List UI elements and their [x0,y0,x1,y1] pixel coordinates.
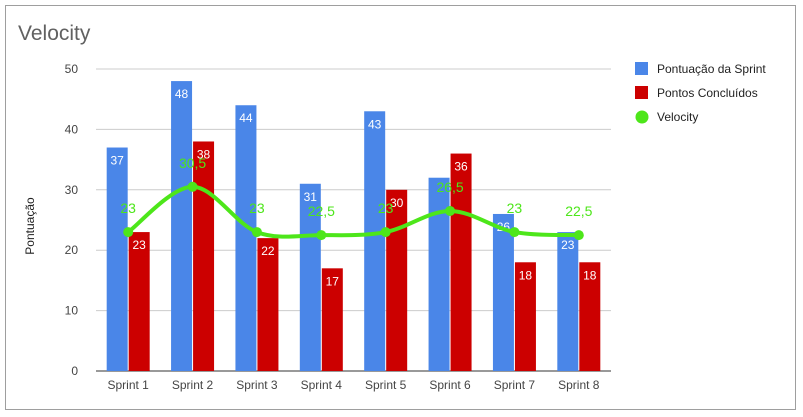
y-tick-label: 40 [65,122,79,136]
bar-data-label: 31 [304,190,318,204]
velocity-data-label: 23 [249,200,265,216]
x-tick-label: Sprint 6 [429,378,471,392]
velocity-point [123,227,134,238]
y-tick-label: 50 [65,62,79,76]
velocity-line-group: 23 30,5 23 22,5 23 26,5 23 22,5 [120,155,593,241]
x-tick-label: Sprint 8 [558,378,600,392]
velocity-point [573,230,584,241]
y-tick-label: 30 [65,183,79,197]
bar-data-label: 38 [197,147,211,161]
x-tick-label: Sprint 3 [236,378,278,392]
bars [106,81,601,372]
bar [386,189,408,371]
bar [299,183,321,371]
bar-data-label: 30 [390,196,404,210]
bar [450,153,472,371]
x-tick-label: Sprint 2 [172,378,214,392]
legend-swatch-3 [635,110,649,124]
velocity-data-label: 23 [120,200,136,216]
y-tick-label: 20 [65,243,79,257]
bar [557,232,579,371]
x-tick-label: Sprint 4 [301,378,343,392]
bar-data-label: 17 [326,274,340,288]
bar [193,141,215,371]
y-tick-labels: 0 10 20 30 40 50 [65,62,79,378]
velocity-point [445,205,456,216]
bar-data-label: 23 [561,238,575,252]
x-tick-label: Sprint 7 [494,378,536,392]
x-tick-label: Sprint 5 [365,378,407,392]
x-tick-labels: Sprint 1 Sprint 2 Sprint 3 Sprint 4 Sprint 5… [108,378,600,392]
bar-data-label: 43 [368,117,382,131]
velocity-point [187,181,198,192]
bar [364,111,386,371]
bar [257,238,279,371]
x-tick-label: Sprint 1 [108,378,150,392]
velocity-data-label: 23 [378,200,394,216]
velocity-data-label: 22,5 [565,203,592,219]
velocity-data-label: 23 [507,200,523,216]
velocity-point [251,227,262,238]
bar-data-label: 48 [175,87,189,101]
bar [235,105,257,372]
velocity-data-label: 26,5 [436,179,463,195]
legend[interactable]: Pontuação da Sprint Pontos Concluídos Velo… [635,62,766,124]
legend-label-3: Velocity [657,110,698,124]
bar-data-label: 18 [583,268,597,282]
velocity-point [509,227,520,238]
bar-data-label: 37 [111,154,125,168]
legend-label-1: Pontuação da Sprint [657,62,766,76]
bar [492,213,514,371]
bar-data-label: 36 [454,160,468,174]
bar [579,262,601,371]
legend-swatch-1 [635,62,648,75]
bar [428,177,450,371]
bar-data-label: 23 [133,238,147,252]
bar-data-label: 44 [239,111,253,125]
bar [171,81,193,371]
legend-label-2: Pontos Concluídos [657,86,758,100]
velocity-data-label: 30,5 [179,155,206,171]
bar [321,268,343,371]
legend-swatch-2 [635,86,648,99]
velocity-data-label: 22,5 [308,203,335,219]
y-axis-label: Pontuação [23,197,37,255]
y-tick-label: 10 [65,304,79,318]
chart-title: Velocity [18,22,91,45]
velocity-point [316,230,327,241]
bar [128,232,150,371]
bar [514,262,536,371]
velocity-point [380,227,391,238]
bar-data-label: 18 [519,268,533,282]
y-tick-label: 0 [71,364,78,378]
bar [106,147,128,371]
bar-data-label: 22 [261,244,275,258]
